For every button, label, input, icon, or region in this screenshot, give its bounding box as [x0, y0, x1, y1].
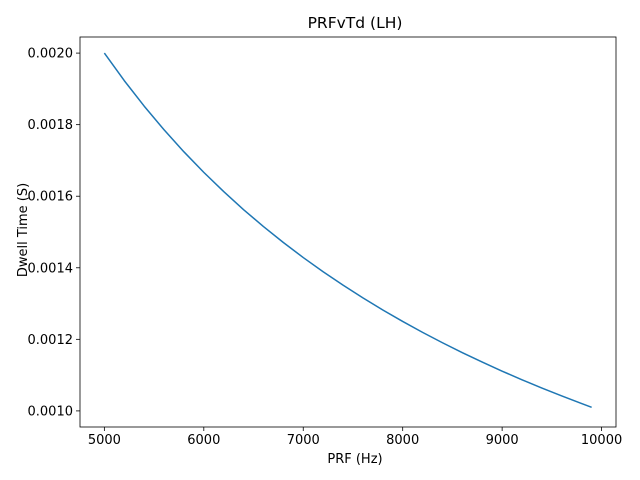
x-tick-label: 6000: [187, 433, 220, 448]
y-tick-label: 0.0020: [28, 47, 74, 62]
x-axis-label: PRF (Hz): [327, 452, 382, 467]
x-tick-label: 9000: [486, 433, 519, 448]
y-tick-label: 0.0012: [28, 333, 74, 348]
x-tick-label: 5000: [88, 433, 121, 448]
axes-frame: [79, 36, 617, 428]
x-tick-label: 8000: [386, 433, 419, 448]
y-axis-label: Dwell Time (S): [16, 183, 31, 277]
y-tick-label: 0.0018: [28, 118, 74, 133]
y-tick-label: 0.0016: [28, 190, 74, 205]
x-tick-label: 10000: [581, 433, 622, 448]
series-line-0: [103, 52, 592, 408]
chart-title: PRFvTd (LH): [308, 14, 403, 32]
plot-area: 5000 6000 7000 8000 9000 10000 0.0010 0.0012 0.0…: [28, 36, 622, 448]
x-tick-label: 7000: [287, 433, 320, 448]
y-tick-label: 0.0010: [28, 404, 74, 419]
y-tick-label: 0.0014: [28, 261, 74, 276]
